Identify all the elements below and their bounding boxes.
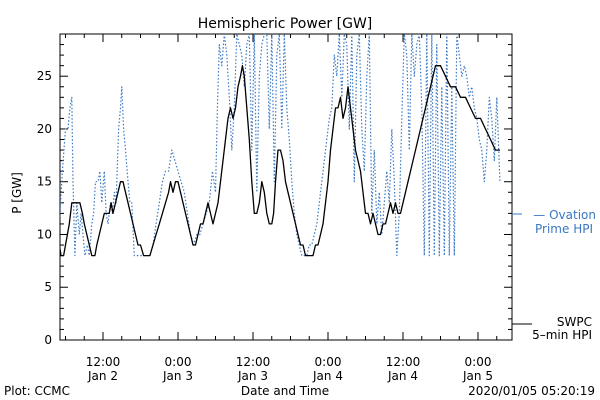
plot-timestamp: 2020/01/05 05:20:19	[468, 384, 595, 398]
series-line-ovation-prime	[60, 34, 501, 257]
legend: — Ovation Prime HPI SWPC 5–min HPI	[512, 208, 596, 342]
x-tick-date-label: Jan 2	[87, 369, 118, 383]
x-tick-time-label: 0:00	[315, 355, 342, 369]
series-line-swpc	[60, 65, 500, 257]
legend-ovation-line1: — Ovation	[533, 208, 596, 222]
x-tick-time-label: 12:00	[386, 355, 421, 369]
x-tick-time-label: 0:00	[165, 355, 192, 369]
y-tick-label: 20	[37, 122, 52, 136]
x-tick-time-label: 12:00	[236, 355, 271, 369]
y-tick-label: 15	[37, 175, 52, 189]
y-tick-label: 5	[44, 280, 52, 294]
x-tick-date-label: Jan 4	[387, 369, 418, 383]
y-tick-label: 25	[37, 69, 52, 83]
y-axis-label: P [GW]	[10, 172, 24, 214]
y-tick-label: 10	[37, 227, 52, 241]
x-tick-date-label: Jan 5	[462, 369, 493, 383]
chart-title: Hemispheric Power [GW]	[198, 16, 373, 32]
plot-credit: Plot: CCMC	[4, 384, 70, 398]
x-tick-date-label: Jan 3	[162, 369, 193, 383]
x-tick-time-label: 0:00	[465, 355, 492, 369]
x-tick-date-label: Jan 3	[237, 369, 268, 383]
x-tick-time-label: 12:00	[86, 355, 121, 369]
x-tick-date-label: Jan 4	[312, 369, 343, 383]
plot-frame	[59, 33, 513, 341]
x-axis-label: Date and Time	[241, 384, 329, 398]
y-tick-label: 0	[44, 333, 52, 347]
legend-swpc-line2: 5–min HPI	[532, 328, 592, 342]
legend-swpc-line1: SWPC	[557, 315, 592, 329]
legend-ovation-line2: Prime HPI	[535, 222, 593, 236]
